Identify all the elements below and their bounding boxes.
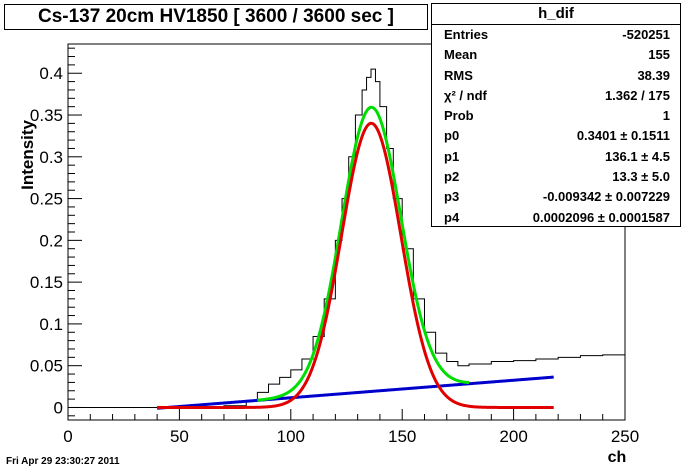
stats-key: χ² / ndf bbox=[444, 87, 487, 103]
axes: 0 50 100 150 200 250 0 0.05 0.1 0.15 0.2 0.25 0.3 0.3… bbox=[30, 47, 639, 446]
x-tick-label: 200 bbox=[499, 427, 527, 446]
stats-value: 155 bbox=[648, 47, 670, 63]
stats-key: RMS bbox=[444, 67, 473, 83]
x-tick-label: 100 bbox=[277, 427, 305, 446]
y-tick-label: 0.35 bbox=[30, 106, 63, 125]
stats-key: Prob bbox=[444, 108, 474, 124]
stats-key: Entries bbox=[444, 27, 489, 42]
x-tick-label: 150 bbox=[388, 427, 416, 446]
total-fit-curve bbox=[257, 105, 470, 402]
stats-row: p4 0.0002096 ± 0.0001587 bbox=[432, 208, 680, 228]
stats-key: Mean bbox=[444, 47, 478, 63]
y-tick-label: 0.25 bbox=[30, 190, 63, 209]
y-tick-label: 0.4 bbox=[39, 64, 63, 83]
stats-row: p1 136.1 ± 4.5 bbox=[432, 147, 680, 167]
stats-key: p1 bbox=[444, 148, 460, 164]
stats-value: -520251 bbox=[622, 27, 670, 42]
stats-value: 13.3 ± 5.0 bbox=[612, 169, 670, 185]
stats-key: p4 bbox=[444, 209, 460, 225]
stats-key: p0 bbox=[444, 128, 460, 144]
stats-row: p3 -0.009342 ± 0.007229 bbox=[432, 187, 680, 207]
stats-row: RMS 38.39 bbox=[432, 66, 680, 86]
y-tick-label: 0.1 bbox=[39, 315, 63, 334]
y-tick-label: 0.15 bbox=[30, 273, 63, 292]
histogram-series bbox=[68, 68, 625, 408]
y-tick-label: 0.2 bbox=[39, 231, 63, 250]
stats-row: Mean 155 bbox=[432, 45, 680, 65]
stats-title: h_dif bbox=[432, 4, 680, 25]
y-tick-label: 0.3 bbox=[39, 148, 63, 167]
stats-key: p3 bbox=[444, 189, 460, 205]
y-tick-label: 0 bbox=[54, 398, 63, 417]
stats-value: 0.0002096 ± 0.0001587 bbox=[532, 209, 670, 225]
plot-series bbox=[68, 68, 625, 410]
stats-row: p2 13.3 ± 5.0 bbox=[432, 167, 680, 187]
x-axis-label: ch bbox=[608, 449, 627, 466]
stats-key: p2 bbox=[444, 169, 460, 185]
stats-box: h_dif Entries -520251 Mean 155 RMS 38.39 χ²… bbox=[431, 3, 681, 227]
x-tick-label: 50 bbox=[170, 427, 189, 446]
y-axis-label: Intensity bbox=[18, 119, 37, 189]
stats-row: p0 0.3401 ± 0.1511 bbox=[432, 126, 680, 146]
stats-value: 1 bbox=[662, 108, 670, 124]
y-tick-label: 0.05 bbox=[30, 357, 63, 376]
stats-value: 136.1 ± 4.5 bbox=[605, 148, 670, 164]
chart-title: Cs-137 20cm HV1850 [ 3600 / 3600 sec ] bbox=[4, 4, 428, 30]
stats-row: Entries -520251 bbox=[432, 25, 680, 45]
footer-timestamp: Fri Apr 29 23:30:27 2011 bbox=[6, 456, 120, 467]
background-fit-line bbox=[156, 375, 554, 410]
stats-value: 38.39 bbox=[637, 67, 670, 83]
stats-value: 0.3401 ± 0.1511 bbox=[576, 128, 670, 144]
stats-value: -0.009342 ± 0.007229 bbox=[542, 189, 670, 205]
x-tick-label: 0 bbox=[63, 427, 72, 446]
x-tick-label: 250 bbox=[611, 427, 639, 446]
gaussian-fit-curve bbox=[157, 121, 554, 409]
stats-row: χ² / ndf 1.362 / 175 bbox=[432, 86, 680, 106]
stats-row: Prob 1 bbox=[432, 106, 680, 126]
stats-value: 1.362 / 175 bbox=[604, 87, 670, 103]
